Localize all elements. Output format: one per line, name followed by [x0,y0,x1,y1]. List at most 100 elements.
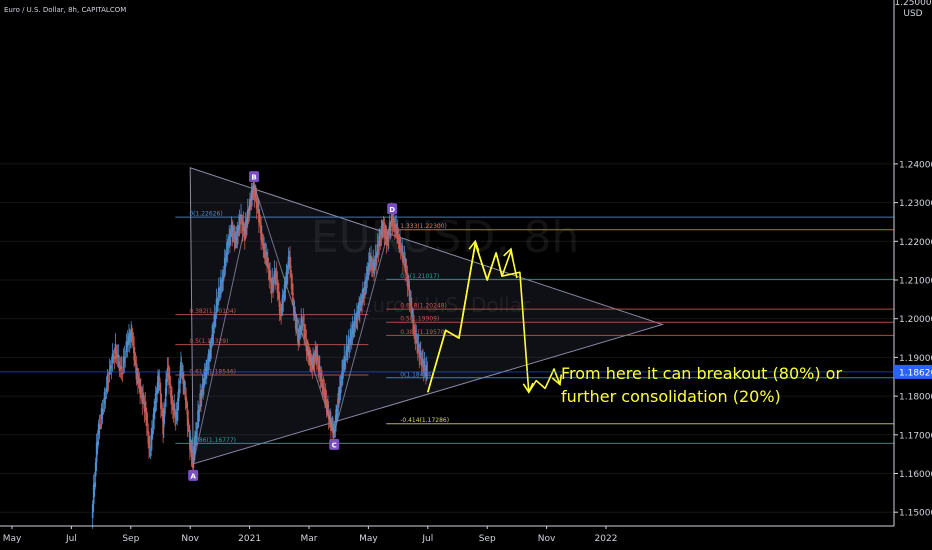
candle-body [322,385,325,387]
candle-body [396,229,399,233]
candle-body [206,369,208,371]
projection-arrowhead [503,247,514,260]
candle-body [409,295,412,297]
candle-body [263,244,265,248]
x-tick-label: Nov [538,534,556,544]
wave-label-d: D [389,206,395,214]
candle-body [398,239,401,249]
candle-body [210,347,213,349]
candle-body [110,365,113,369]
candle-body [343,355,346,366]
candle-body [417,343,420,347]
candle-body [356,311,358,319]
candle-body [371,264,374,271]
y-tick-label: 1.16000 [899,470,932,480]
candle-body [119,365,122,370]
candle-body [232,227,234,232]
candle-body [97,423,100,435]
candle-body [191,456,194,464]
candle-body [175,412,178,417]
candle-body [196,427,199,429]
candle-body [414,333,417,343]
x-tick-label: Nov [181,534,199,544]
candle-body [316,354,319,358]
fib-label: 0.886(1.16777) [189,437,236,444]
candle-body [107,380,110,382]
candle-body [299,330,302,332]
wave-badge-c [329,438,340,450]
annotation-line-1: From here it can breakout (80%) or [561,364,842,383]
candle-body [122,357,125,368]
candle-body [346,352,349,354]
projection-arrowhead [551,374,563,387]
candle-body [419,351,422,355]
candle-body [134,353,136,355]
candle-body [350,336,353,342]
candle-body [403,256,406,260]
candle-body [130,328,132,337]
candle-body [391,218,394,227]
candle-body [265,251,268,256]
candle-body [393,223,396,233]
candle-body [153,409,155,419]
candle-body [143,402,146,412]
candle-body [217,300,219,302]
candle-body [102,409,105,410]
candle-body [422,365,425,373]
candle-body [195,431,197,440]
candle-body [128,339,131,344]
candle-body [94,462,97,477]
annotation-line-2: further consolidation (20%) [561,387,781,406]
candle-body [136,369,138,373]
candle-body [331,424,334,427]
candle-body [135,366,138,380]
projection-arrowhead [522,382,534,394]
candle-body [229,231,232,237]
fib-label: 1.333(1.22300) [400,223,447,230]
fib-label: 0.5(1.19329) [189,338,228,345]
y-tick-label: 1.18000 [899,393,932,403]
candle-body [163,409,165,428]
candle-body [150,435,153,448]
candle-body [203,378,205,385]
candle-body [186,411,189,427]
candle-body [306,344,308,346]
candle-body [142,395,144,398]
candle-body [176,417,179,420]
candle-body [220,280,222,288]
candle-body [304,334,307,338]
candle-body [121,372,124,375]
x-tick-label: Jul [65,534,77,544]
y-tick-label: 1.23000 [899,199,932,209]
wave-connector [192,183,393,464]
candle-body [154,408,156,412]
candle-body [247,215,250,218]
candle-body [296,329,299,332]
fib-label: 0.618(1.20248) [400,303,447,310]
candle-body [324,392,326,404]
triangle-shape [189,167,665,465]
candle-body [284,281,286,293]
x-tick-label: Sep [122,534,139,544]
watermark: EURUSD, 8h Euro / U.S. Dollar [311,212,579,317]
candle-body [223,274,225,276]
candle-body [231,229,233,238]
candle-body [423,362,426,367]
wave-badge-d [387,203,398,215]
candle-body [239,221,242,225]
candle-body [271,278,274,288]
candle-body [220,285,223,290]
y-tick-label: 1.22000 [899,238,932,248]
candle-body [221,278,224,283]
candle-body [401,248,403,252]
candle-body [270,283,273,295]
candle-body [285,272,288,283]
candle-body [214,317,216,322]
candle-body [318,365,321,370]
candle-body [366,269,369,279]
fib-label: 0.382(1.20104) [189,308,236,315]
candle-body [405,263,407,265]
candle-body [261,239,264,246]
